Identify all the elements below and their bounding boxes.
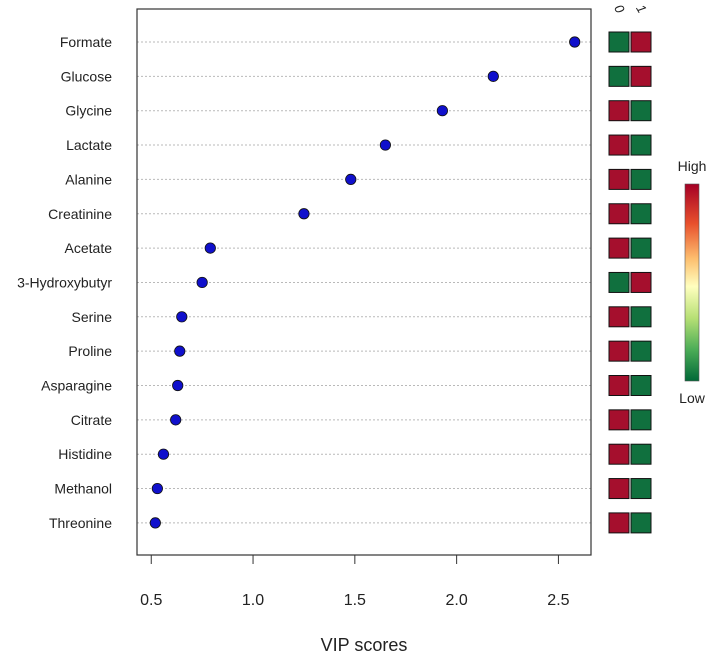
data-point: [170, 414, 182, 426]
heatmap-cell: [630, 409, 652, 431]
heatmap-cell: [630, 31, 652, 53]
x-tick-label: 2.5: [547, 592, 569, 609]
heatmap-cell: [630, 512, 652, 534]
group-label: 0: [611, 2, 628, 16]
data-point: [157, 448, 170, 460]
heatmap-cell: [630, 306, 652, 328]
x-tick-label: 2.0: [446, 592, 468, 609]
data-point: [379, 139, 391, 151]
heatmap-cell: [608, 134, 630, 156]
metabolite-label: Serine: [72, 309, 113, 325]
data-point: [149, 517, 161, 529]
metabolite-label: Formate: [60, 34, 112, 50]
heatmap-cell: [608, 512, 630, 534]
x-tick-label: 1.0: [242, 592, 264, 609]
metabolite-label: Proline: [68, 343, 112, 359]
heatmap-cell: [608, 65, 630, 87]
heatmap-cell: [608, 478, 630, 500]
heatmap-cell: [630, 478, 652, 500]
heatmap-cell: [608, 203, 630, 225]
metabolite-label: Citrate: [71, 412, 112, 428]
metabolite-label: Histidine: [58, 446, 112, 462]
metabolite-label: Lactate: [66, 137, 112, 153]
heatmap-cell: [630, 443, 652, 465]
data-point: [569, 36, 581, 48]
data-point: [204, 242, 216, 254]
heatmap-cell: [630, 340, 652, 362]
metabolite-label: Creatinine: [48, 206, 112, 222]
heatmap-cell: [608, 31, 630, 53]
data-points: [149, 36, 581, 529]
heatmap-cell: [630, 65, 652, 87]
heatmap-cell: [608, 340, 630, 362]
data-point: [487, 70, 499, 82]
metabolite-label: Glucose: [61, 68, 113, 84]
x-tick-label: 1.5: [344, 592, 366, 609]
plot-frame: [136, 8, 592, 556]
x-tick-label: 0.5: [140, 592, 162, 609]
heatmap-cell: [630, 375, 652, 396]
heatmap-cell: [630, 134, 652, 156]
x-axis-title: VIP scores: [321, 635, 408, 653]
x-axis: 0.5 1.0 1.5 2.0 2.5: [140, 555, 570, 609]
metabolite-label: Asparagine: [41, 378, 112, 394]
data-point: [172, 379, 184, 392]
legend-gradient-bar: [684, 183, 700, 382]
heatmap-cell: [630, 168, 652, 190]
heatmap-cell: [630, 237, 652, 259]
heatmap-cell: [630, 271, 652, 293]
data-point: [151, 482, 163, 495]
metabolite-label: Acetate: [65, 240, 113, 256]
heatmap-cell: [608, 237, 630, 259]
data-point: [298, 208, 310, 220]
data-point: [196, 276, 208, 289]
heatmap-cell: [630, 203, 652, 225]
group-label: 1: [633, 2, 650, 16]
data-point: [176, 311, 188, 323]
heatmap-cell: [608, 100, 630, 122]
heatmap-cell: [608, 306, 630, 328]
metabolite-labels: Formate Glucose Glycine Lactate Alanine Creat…: [17, 34, 112, 531]
data-point: [174, 345, 186, 357]
data-point: [345, 173, 357, 185]
heatmap-cell: [630, 100, 652, 122]
heatmap-cell: [608, 375, 630, 396]
metabolite-label: Threonine: [49, 515, 112, 531]
heatmap-cell: [608, 271, 630, 293]
heatmap-cell: [608, 409, 630, 431]
heatmap-cell: [608, 168, 630, 190]
legend-high-label: High: [678, 158, 707, 174]
metabolite-label: 3-Hydroxybutyr: [17, 274, 112, 290]
metabolite-label: Alanine: [65, 171, 112, 187]
legend-low-label: Low: [679, 390, 706, 406]
metabolite-label: Methanol: [54, 481, 112, 497]
color-legend: High Low: [678, 158, 707, 406]
metabolite-label: Glycine: [65, 103, 112, 119]
data-point: [436, 105, 448, 117]
heatmap-cell: [608, 443, 630, 465]
